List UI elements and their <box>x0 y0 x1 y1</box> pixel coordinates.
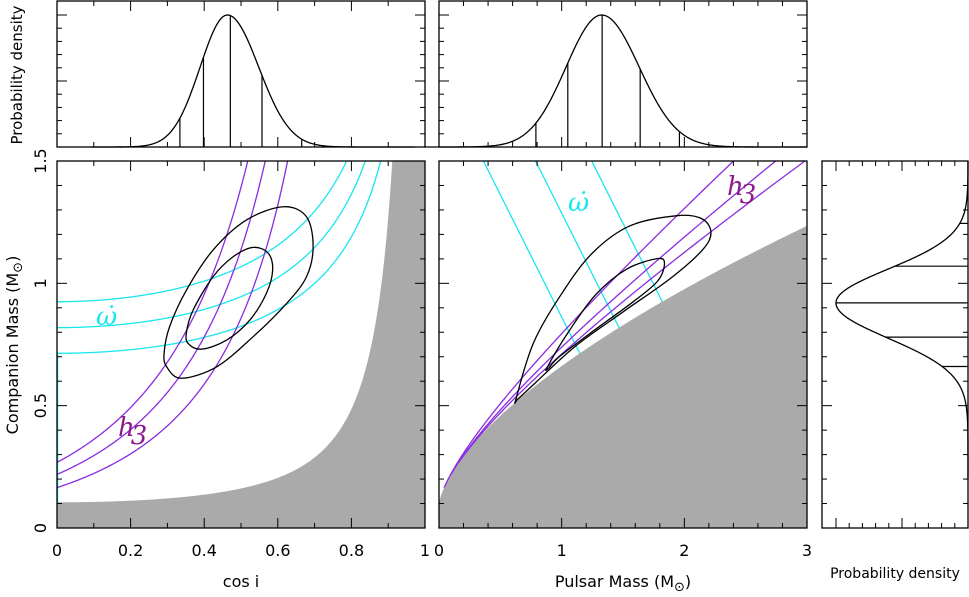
h3-curve <box>57 161 289 489</box>
h3-curve <box>450 161 777 475</box>
h3-curve <box>57 161 266 476</box>
y-tick-label-companion-mass: 1 <box>31 278 50 288</box>
contour-outer <box>514 214 712 404</box>
x-tick-label-pulsar-mass: 1 <box>557 541 567 560</box>
contour-inner <box>185 246 274 350</box>
excluded-region <box>439 225 807 528</box>
x-tick-label-pulsar-mass: 3 <box>802 541 812 560</box>
x-tick-label-cos-i: 0 <box>52 541 62 560</box>
h3-curve <box>57 161 249 464</box>
middle-panel-frame <box>438 160 808 529</box>
left-panel-frame <box>56 160 426 529</box>
omega-dot-label-middle: ω̇ <box>568 188 589 218</box>
omega-dot-curve <box>57 161 348 303</box>
top-middle-panel-frame <box>438 0 808 148</box>
omega-dot-line <box>534 161 620 328</box>
left-ylabel: Companion Mass (M⊙) <box>3 256 26 435</box>
h3-curve <box>458 161 807 463</box>
omega-dot-curve <box>57 161 382 354</box>
right-xlabel: Probability density <box>830 566 960 582</box>
contour-inner <box>545 257 666 372</box>
middle-plot-area <box>439 161 807 528</box>
omega-dot-curve <box>57 161 367 329</box>
y-tick-label-companion-mass: 0.5 <box>31 393 50 418</box>
omega-dot-line <box>482 161 581 354</box>
x-tick-label-pulsar-mass: 2 <box>679 541 689 560</box>
contour-outer <box>163 206 314 379</box>
top-left-panel-frame <box>56 0 426 148</box>
excluded-region <box>57 161 425 528</box>
h3-label-middle: h3 <box>727 172 756 210</box>
pulsar-mass-density-curve <box>423 14 807 148</box>
omega-dot-label-left: ω̇ <box>96 302 117 332</box>
x-tick-label-cos-i: 0.8 <box>339 541 364 560</box>
left-plot-area <box>57 161 425 528</box>
left-xlabel: cos i <box>223 572 259 591</box>
y-tick-label-companion-mass: 1.5 <box>31 148 50 173</box>
x-tick-label-cos-i: 1 <box>420 541 430 560</box>
companion-mass-density-curve <box>835 161 969 480</box>
top-left-ylabel: Probability density <box>8 5 26 144</box>
y-tick-label-companion-mass: 0 <box>31 523 50 533</box>
x-tick-label-cos-i: 0.4 <box>191 541 216 560</box>
right-panel-frame <box>821 160 969 529</box>
x-tick-label-cos-i: 0.2 <box>118 541 143 560</box>
middle-xlabel: Pulsar Mass (M⊙) <box>555 572 691 595</box>
x-tick-label-cos-i: 0.6 <box>265 541 290 560</box>
h3-label-left: h3 <box>118 413 147 451</box>
cos-i-density-curve <box>91 14 416 148</box>
x-tick-label-pulsar-mass: 0 <box>434 541 444 560</box>
